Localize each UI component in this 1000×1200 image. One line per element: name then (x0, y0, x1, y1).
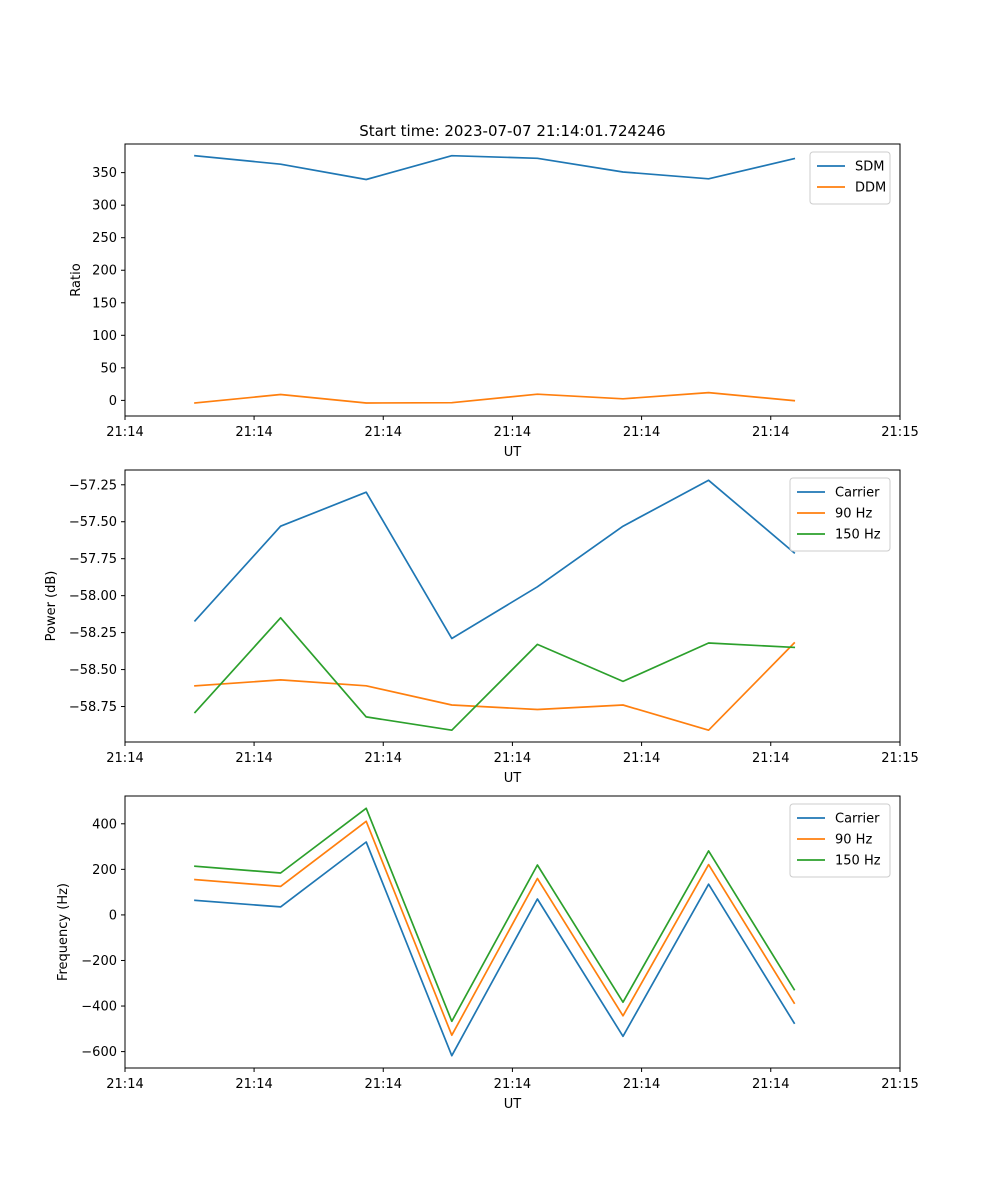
y-axis-label: Frequency (Hz) (56, 883, 71, 981)
series-line-90-hz (194, 641, 796, 732)
x-tick-label: 21:14 (365, 1077, 402, 1092)
x-axis-label: UT (504, 445, 522, 460)
y-tick-label: 100 (92, 329, 117, 344)
y-tick-label: 250 (92, 231, 117, 246)
y-tick-label: −57.75 (69, 552, 117, 567)
legend-label: 90 Hz (835, 833, 872, 848)
y-axis-label: Ratio (69, 263, 84, 296)
x-tick-label: 21:15 (881, 1077, 918, 1092)
series-line-ddm (194, 391, 796, 404)
legend: SDM DDM (809, 151, 891, 205)
y-tick-label: −58.75 (69, 700, 117, 715)
plot-frame (124, 143, 901, 417)
x-tick-label: 21:14 (494, 751, 531, 766)
series-line-150-hz (194, 807, 796, 1023)
x-tick-label: 21:14 (106, 751, 143, 766)
legend-label: 150 Hz (835, 528, 881, 543)
y-tick-label: 0 (109, 394, 117, 409)
series-line-carrier (193, 479, 796, 640)
legend-label: 90 Hz (835, 507, 872, 522)
x-tick-label: 21:14 (235, 425, 272, 440)
x-tick-label: 21:14 (494, 425, 531, 440)
subplots: 21:14 21:14 21:14 21:14 21:14 21:14 21:15 0 50 10… (44, 143, 919, 1112)
x-tick-label: 21:14 (106, 425, 143, 440)
series-line-sdm (194, 154, 796, 181)
y-axis-label: Power (dB) (44, 571, 59, 642)
subplot-1: 21:14 21:14 21:14 21:14 21:14 21:14 21:15 0 50 10… (69, 143, 919, 460)
y-tick-label: −57.25 (69, 478, 117, 493)
plot-frame (124, 469, 901, 743)
plot-frame (124, 795, 901, 1069)
x-axis-label: UT (504, 1097, 522, 1112)
x-tick-label: 21:14 (365, 425, 402, 440)
chart-title: Start time: 2023-07-07 21:14:01.724246 (359, 122, 665, 140)
y-tick-label: 0 (109, 908, 117, 923)
x-tick-label: 21:14 (623, 425, 660, 440)
y-tick-label: 150 (92, 296, 117, 311)
y-tick-label: −400 (81, 1000, 117, 1015)
series-line-carrier (194, 841, 796, 1057)
x-tick-label: 21:15 (881, 425, 918, 440)
subplot-2: 21:14 21:14 21:14 21:14 21:14 21:14 21:15 −58.7… (44, 469, 919, 786)
y-tick-label: 300 (92, 199, 117, 214)
y-tick-label: −200 (81, 954, 117, 969)
x-tick-label: 21:14 (623, 1077, 660, 1092)
subplot-3: 21:14 21:14 21:14 21:14 21:14 21:14 21:15 −600 −… (56, 795, 919, 1112)
legend-label: DDM (855, 181, 886, 196)
y-tick-label: 350 (92, 166, 117, 181)
y-tick-label: 200 (92, 264, 117, 279)
x-tick-label: 21:14 (235, 751, 272, 766)
y-tick-label: −58.00 (69, 589, 117, 604)
y-tick-label: 50 (100, 361, 117, 376)
y-tick-label: −58.50 (69, 663, 117, 678)
y-tick-label: 400 (92, 817, 117, 832)
legend-label: Carrier (835, 486, 880, 501)
x-tick-label: 21:14 (752, 1077, 789, 1092)
legend: Carrier 90 Hz 150 Hz (789, 803, 891, 878)
x-axis-label: UT (504, 771, 522, 786)
series-line-90-hz (194, 820, 796, 1037)
x-tick-label: 21:14 (752, 425, 789, 440)
legend-box (789, 477, 891, 552)
x-tick-label: 21:14 (623, 751, 660, 766)
x-tick-label: 21:14 (752, 751, 789, 766)
x-tick-label: 21:14 (494, 1077, 531, 1092)
x-tick-label: 21:14 (235, 1077, 272, 1092)
y-tick-label: 200 (92, 863, 117, 878)
legend-box (809, 151, 891, 205)
legend-label: 150 Hz (835, 854, 881, 869)
x-tick-label: 21:15 (881, 751, 918, 766)
legend-label: Carrier (835, 812, 880, 827)
y-tick-label: −57.50 (69, 515, 117, 530)
legend: Carrier 90 Hz 150 Hz (789, 477, 891, 552)
y-tick-label: −58.25 (69, 626, 117, 641)
legend-box (789, 803, 891, 878)
legend-label: SDM (855, 160, 884, 175)
x-tick-label: 21:14 (106, 1077, 143, 1092)
y-tick-label: −600 (81, 1045, 117, 1060)
x-tick-label: 21:14 (365, 751, 402, 766)
series-line-150-hz (193, 616, 796, 732)
